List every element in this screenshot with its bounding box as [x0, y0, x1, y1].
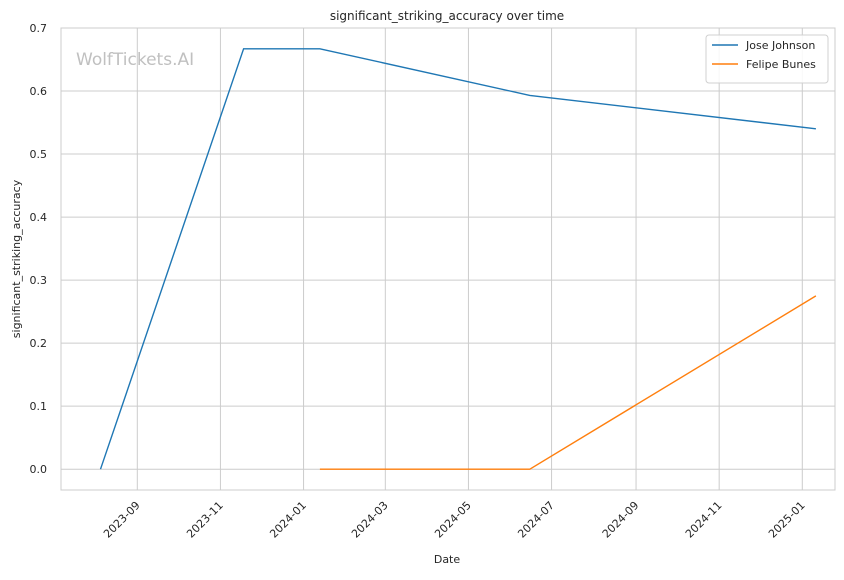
- grid: [61, 27, 835, 490]
- y-axis: 0.0 0.1 0.2 0.3 0.4 0.5 0.6 0.7: [30, 22, 48, 476]
- legend: Jose Johnson Felipe Bunes: [705, 34, 829, 84]
- legend-label: Jose Johnson: [745, 39, 815, 52]
- x-tick-label: 2024-11: [683, 499, 725, 541]
- chart-title: significant_striking_accuracy over time: [330, 9, 564, 23]
- y-tick-label: 0.3: [30, 274, 48, 287]
- x-tick-label: 2024-03: [349, 499, 391, 541]
- x-tick-label: 2024-01: [267, 499, 309, 541]
- y-tick-label: 0.7: [30, 22, 48, 35]
- x-tick-label: 2024-09: [600, 499, 642, 541]
- x-tick-label: 2024-05: [432, 499, 474, 541]
- y-tick-label: 0.6: [30, 85, 48, 98]
- y-axis-label: significant_striking_accuracy: [10, 179, 23, 338]
- x-tick-label: 2025-01: [766, 499, 808, 541]
- x-tick-label: 2023-09: [101, 499, 143, 541]
- y-tick-label: 0.4: [30, 211, 48, 224]
- series-line: [99, 48, 816, 470]
- x-axis-label: Date: [434, 553, 461, 566]
- x-tick-label: 2024-07: [515, 499, 557, 541]
- x-axis: 2023-09 2023-11 2024-01 2024-03 2024-05 2024-…: [101, 499, 808, 541]
- watermark: WolfTickets.AI: [76, 50, 194, 70]
- series-lines: [99, 48, 817, 470]
- legend-label: Felipe Bunes: [746, 58, 816, 71]
- series-line: [319, 295, 817, 470]
- legend-box: [705, 34, 829, 84]
- y-tick-label: 0.1: [30, 400, 48, 413]
- x-tick-label: 2023-11: [184, 499, 226, 541]
- plot-area: [60, 27, 836, 491]
- y-tick-label: 0.0: [30, 463, 48, 476]
- y-tick-label: 0.5: [30, 148, 48, 161]
- y-tick-label: 0.2: [30, 337, 48, 350]
